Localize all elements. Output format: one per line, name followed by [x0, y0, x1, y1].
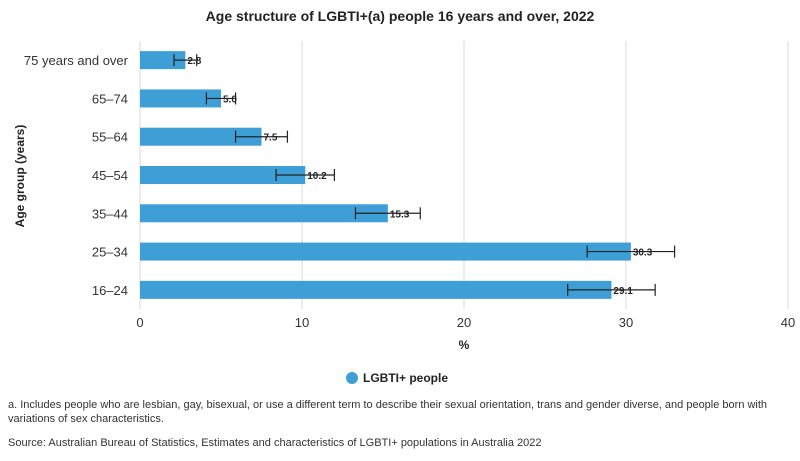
x-tick-label: 10 [295, 315, 309, 330]
y-tick-label: 45–54 [92, 168, 128, 183]
y-tick-label: 35–44 [92, 206, 128, 221]
y-tick-label: 75 years and over [24, 53, 129, 68]
error-bars [173, 54, 676, 296]
bar[interactable] [140, 280, 612, 299]
bar[interactable] [140, 204, 388, 223]
x-axis-title: % [459, 338, 470, 352]
bars [140, 51, 631, 299]
data-label: 10.2 [307, 171, 327, 182]
legend[interactable]: LGBTI+ people [346, 371, 448, 385]
legend-label-lgbti-people: LGBTI+ people [363, 371, 448, 385]
bar[interactable] [140, 89, 221, 108]
data-label: 15.3 [390, 209, 410, 220]
bar-chart: Age structure of LGBTI+(a) people 16 yea… [13, 8, 795, 385]
legend-swatch-lgbti-people [346, 372, 358, 384]
chart-title: Age structure of LGBTI+(a) people 16 yea… [206, 8, 595, 24]
bar[interactable] [140, 127, 262, 146]
error-bar [567, 283, 656, 296]
error-bar [205, 92, 237, 105]
error-bar [173, 54, 198, 67]
error-bar [354, 207, 421, 220]
footnote-a: a. Includes people who are lesbian, gay,… [8, 399, 768, 425]
y-tick-label: 16–24 [92, 283, 128, 298]
y-tick-label: 55–64 [92, 130, 128, 145]
bar[interactable] [140, 166, 306, 184]
x-tick-label: 20 [457, 315, 471, 330]
x-axis-ticks: 0 10 20 30 40 [136, 315, 795, 330]
y-axis-ticks: 75 years and over 65–74 55–64 45–54 35–44 25–… [24, 53, 129, 298]
data-label: 5.0 [223, 94, 237, 105]
x-tick-label: 30 [619, 315, 633, 330]
bar[interactable] [140, 242, 631, 261]
data-label: 29.1 [613, 286, 633, 297]
x-tick-label: 40 [781, 315, 795, 330]
error-bar [234, 130, 289, 143]
source-note: Source: Australian Bureau of Statistics,… [8, 437, 542, 449]
x-tick-label: 0 [136, 315, 143, 330]
error-bar [275, 169, 335, 181]
y-axis-title: Age group (years) [13, 125, 27, 228]
error-bar [586, 245, 676, 258]
y-tick-label: 25–34 [92, 245, 128, 260]
data-label: 2.8 [187, 56, 201, 67]
data-label: 7.5 [264, 133, 278, 144]
y-tick-label: 65–74 [92, 91, 128, 106]
gridlines [139, 41, 789, 309]
data-label: 30.3 [633, 248, 653, 259]
data-labels: 2.8 5.0 7.5 10.2 15.3 30.3 29.1 [187, 56, 652, 297]
